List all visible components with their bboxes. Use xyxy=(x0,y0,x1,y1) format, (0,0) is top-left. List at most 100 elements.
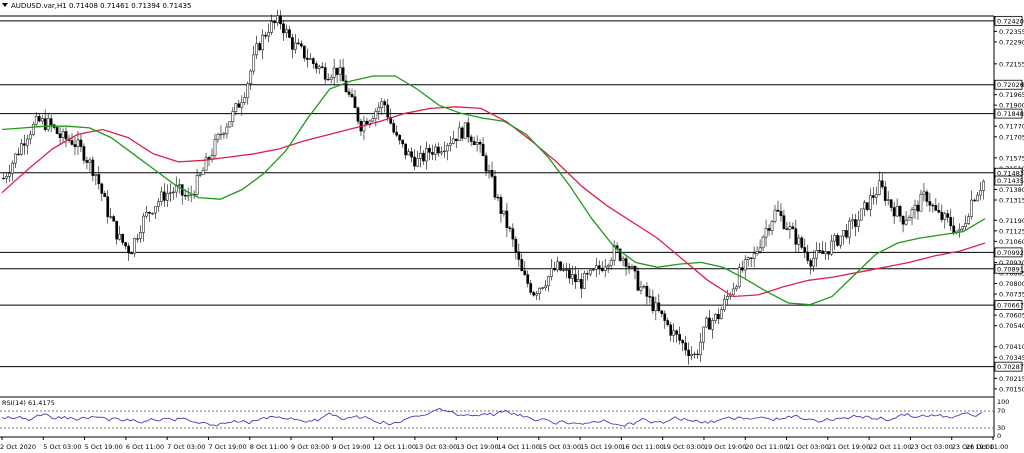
candle-body xyxy=(165,193,169,201)
price-tick-label: 0.72355 xyxy=(999,28,1024,36)
candle-body xyxy=(705,317,708,328)
candle-body xyxy=(865,202,869,210)
candle-body xyxy=(237,103,241,108)
candle-body xyxy=(606,265,610,268)
price-tick-label: 0.70930 xyxy=(999,259,1024,267)
candle-body xyxy=(803,247,807,253)
candle-body xyxy=(168,192,172,194)
candle-body xyxy=(496,196,500,199)
candle-body xyxy=(660,310,664,315)
candle-body xyxy=(651,296,655,312)
candle-body xyxy=(58,133,62,138)
candle-body xyxy=(85,160,89,163)
candle-body xyxy=(255,43,259,56)
candle-body xyxy=(297,42,300,45)
level-label-box xyxy=(994,108,1023,119)
price-tick-label: 0.71705 xyxy=(999,133,1024,141)
candle-body xyxy=(261,34,264,51)
candle-body xyxy=(681,340,685,344)
horizontal-levels[interactable]: 0.72420 0.72026 0.71848 0.71483 0.70992 0.708… xyxy=(0,15,1024,372)
candle-body xyxy=(183,194,187,197)
candle-body xyxy=(225,126,229,134)
rsi-tick-30: 30 xyxy=(997,424,1005,432)
candle-body xyxy=(445,145,449,152)
candle-body xyxy=(702,326,705,343)
candle-body xyxy=(136,238,139,240)
level-label: 0.72026 xyxy=(997,81,1024,89)
candle-body xyxy=(666,320,670,326)
price-tick-label: 0.71060 xyxy=(999,238,1024,246)
candle-body xyxy=(752,253,756,259)
candle-body xyxy=(410,151,413,158)
candle-body xyxy=(886,199,890,201)
candle-body xyxy=(547,276,550,287)
candle-body xyxy=(422,152,425,162)
level-label: 0.70287 xyxy=(997,363,1024,371)
candle-body xyxy=(737,267,741,288)
candle-body xyxy=(347,91,351,95)
rsi-tick-70: 70 xyxy=(997,407,1005,415)
level-label: 0.72420 xyxy=(997,17,1024,25)
candle-body xyxy=(171,191,175,194)
candle-body xyxy=(317,66,321,69)
candle-body xyxy=(502,210,506,214)
candle-body xyxy=(40,118,44,122)
candle-body xyxy=(320,66,324,68)
candle-body xyxy=(64,131,68,140)
candle-body xyxy=(91,159,95,176)
candle-body xyxy=(353,96,357,109)
candle-body xyxy=(979,190,982,196)
time-tick-label: 15 Oct 03:00 xyxy=(539,443,581,451)
rsi-tick-0: 0 xyxy=(997,432,1001,440)
candle-body xyxy=(395,131,399,136)
candle-body xyxy=(425,147,428,162)
candle-body xyxy=(222,133,226,135)
candle-body xyxy=(118,234,122,240)
time-tick-label: 12 Oct 11:00 xyxy=(374,443,416,451)
time-tick-label: 6 Oct 11:00 xyxy=(126,443,164,451)
price-tick-label: 0.71900 xyxy=(999,102,1024,110)
candle-body xyxy=(818,250,822,252)
candle-body xyxy=(240,102,244,108)
candle-body xyxy=(392,123,396,133)
level-label-box xyxy=(994,247,1023,258)
candle-body xyxy=(460,127,464,139)
candle-body xyxy=(883,186,887,201)
candle-body xyxy=(529,283,533,293)
candle-body xyxy=(335,67,339,75)
candle-body xyxy=(22,143,26,146)
price-tick-label: 0.71125 xyxy=(999,227,1024,235)
candle-body xyxy=(463,122,467,139)
candle-body xyxy=(946,213,950,218)
candle-body xyxy=(88,159,92,163)
candle-body xyxy=(618,248,622,261)
candle-body xyxy=(535,293,539,296)
candle-body xyxy=(216,134,220,140)
candle-body xyxy=(532,292,536,296)
candle-body xyxy=(380,101,384,108)
candle-body xyxy=(249,70,253,84)
level-label-box xyxy=(994,263,1023,274)
time-tick-label: 16 Oct 11:00 xyxy=(621,443,663,451)
candle-body xyxy=(928,201,932,206)
candle-body xyxy=(124,242,127,247)
candle-body xyxy=(162,191,166,201)
time-tick-label: 14 Oct 11:00 xyxy=(498,443,540,451)
candle-body xyxy=(371,118,375,122)
candle-body xyxy=(282,23,285,34)
price-tick-label: 0.70345 xyxy=(999,354,1024,362)
candle-body xyxy=(20,143,23,155)
price-tick-label: 0.71190 xyxy=(999,217,1024,225)
triangle-down-icon[interactable] xyxy=(2,3,8,7)
candle-body xyxy=(28,134,32,140)
candle-body xyxy=(970,199,973,217)
candle-body xyxy=(854,219,857,227)
candle-body xyxy=(97,174,101,185)
candle-body xyxy=(621,258,625,261)
candle-body xyxy=(931,204,935,207)
candle-body xyxy=(556,261,559,271)
candle-body xyxy=(151,212,154,215)
candle-body xyxy=(478,141,482,145)
